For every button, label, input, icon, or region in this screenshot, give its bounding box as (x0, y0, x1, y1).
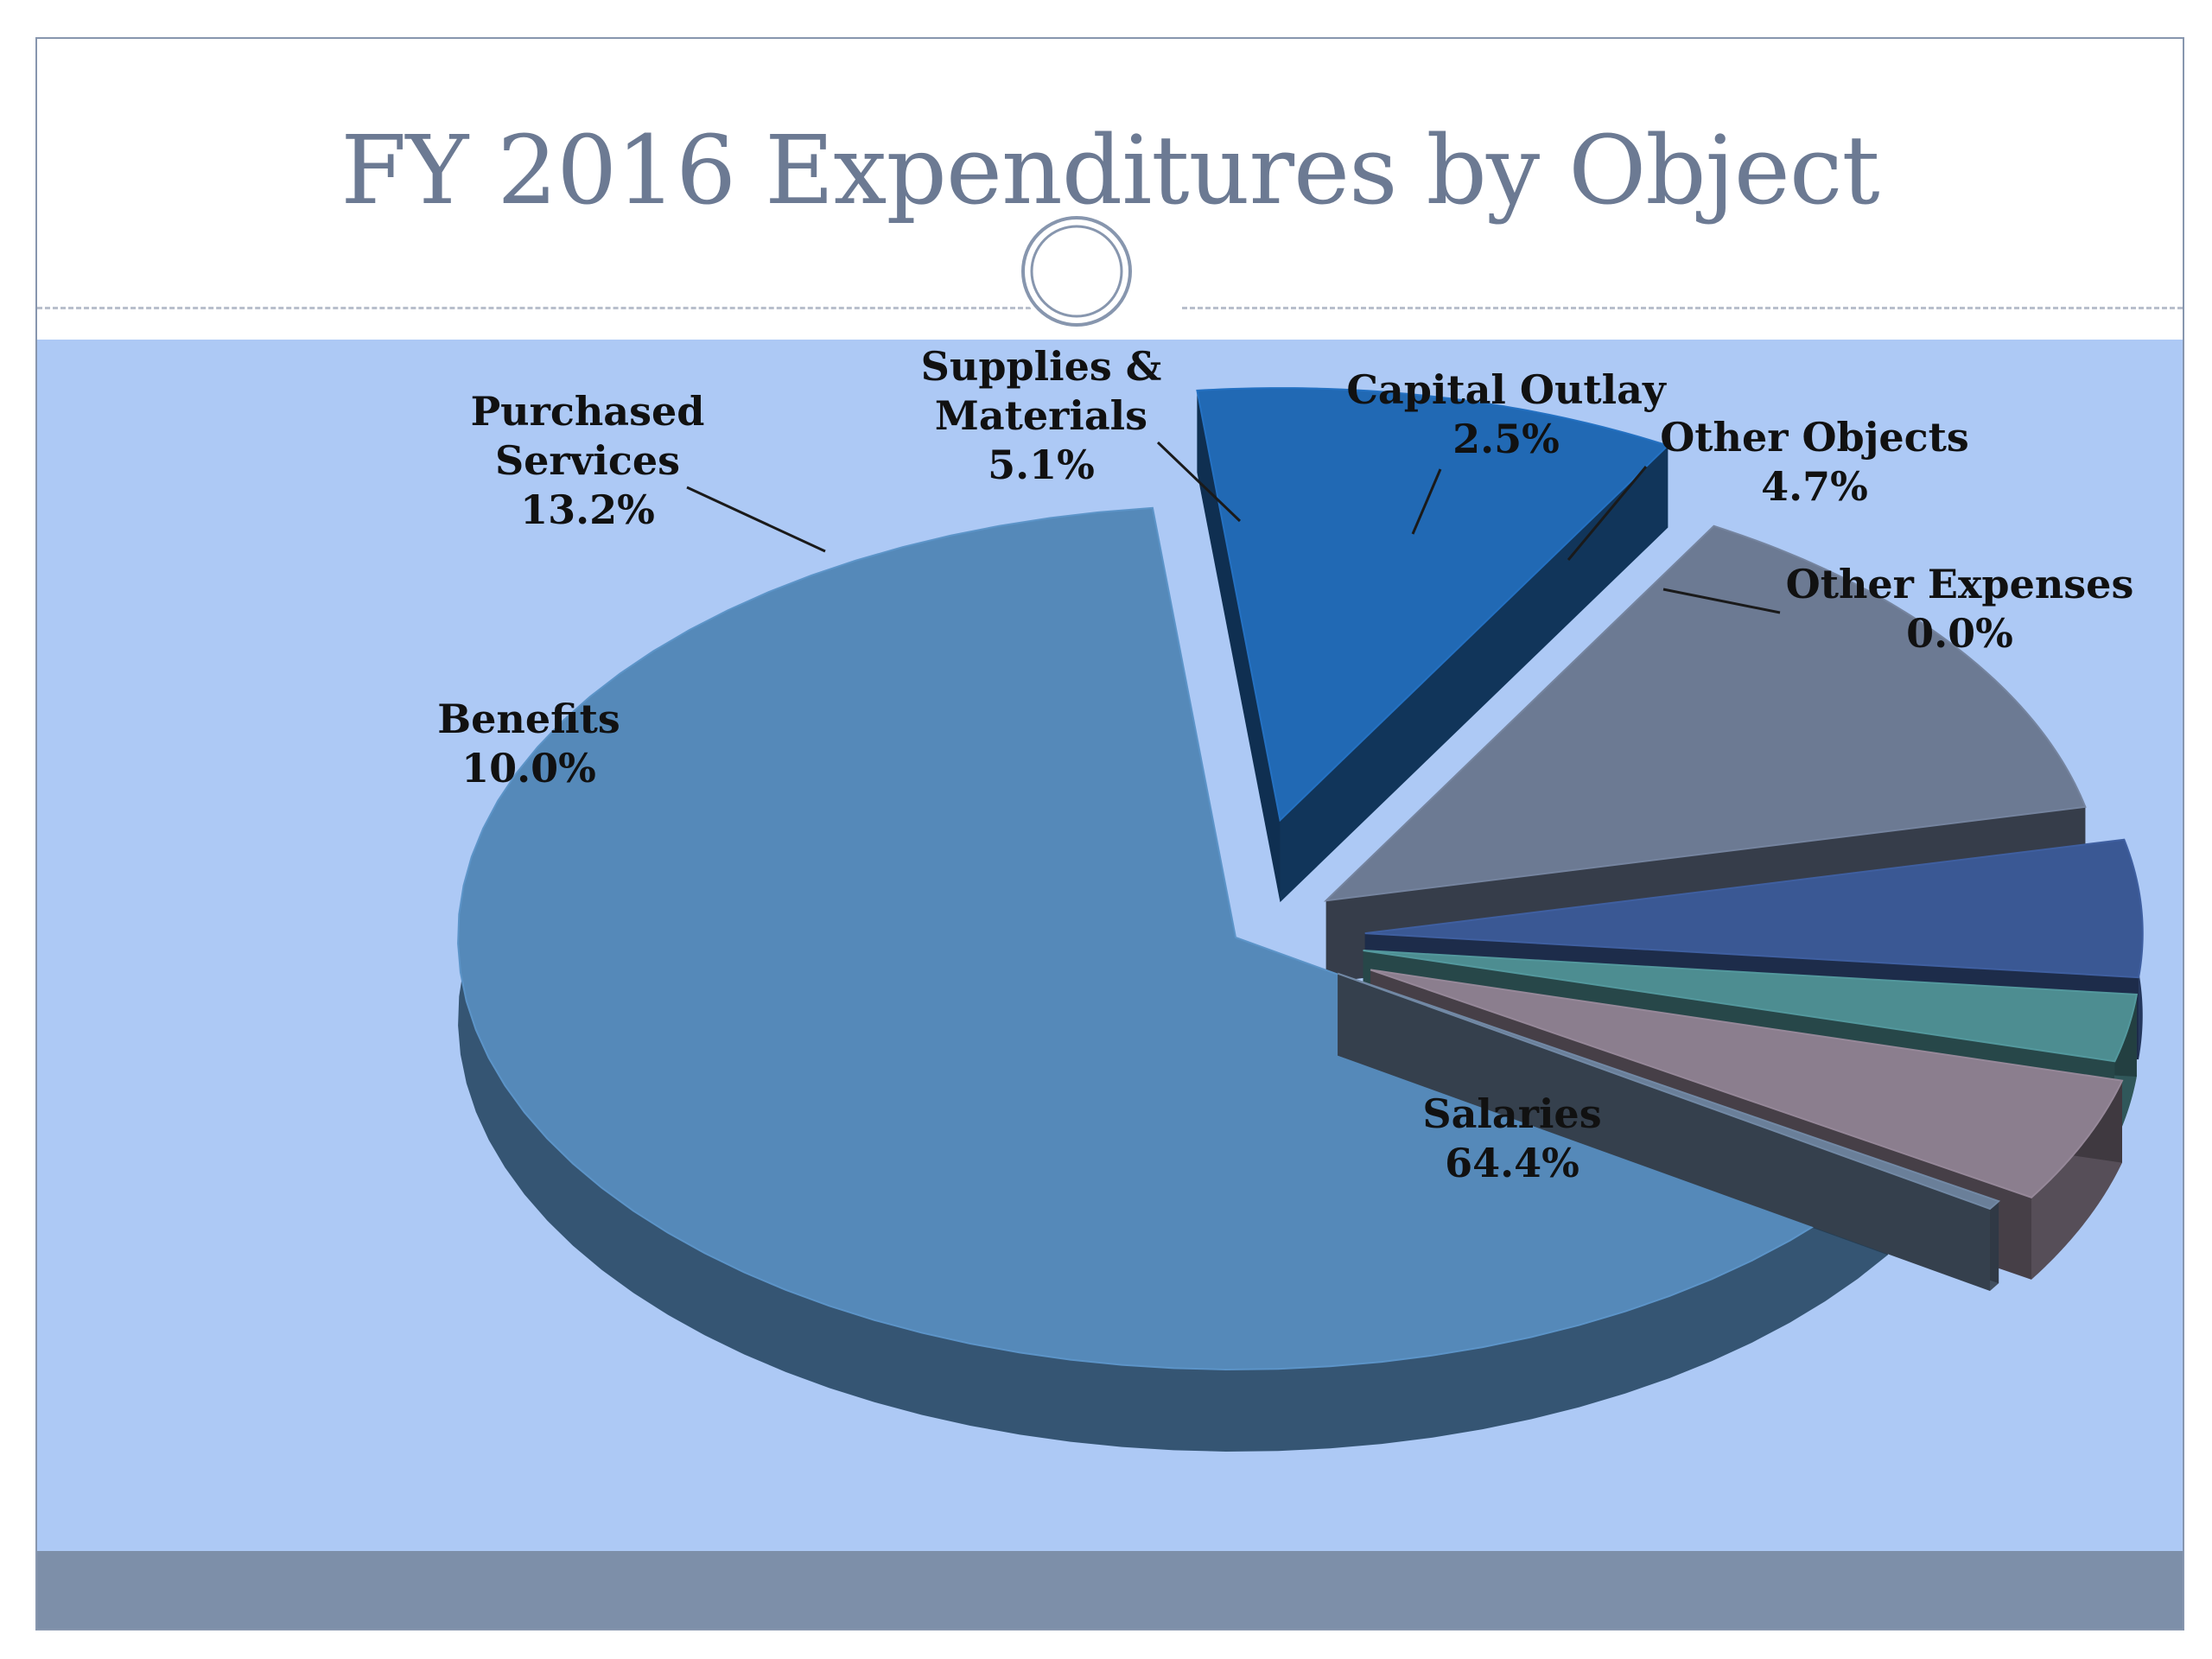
leader-line-capital-outlay (1411, 468, 1442, 535)
data-label-purchased-services-name: Services (495, 437, 680, 484)
data-label-supplies-materials-name: Supplies & (921, 343, 1162, 390)
data-label-purchased-services-value: 13.2% (520, 486, 655, 533)
data-label-other-expenses-name: Other Expenses (1786, 561, 2134, 607)
data-label-salaries-value: 64.4% (1445, 1140, 1580, 1186)
leader-line-other-expenses (1662, 588, 1781, 614)
data-label-supplies-materials-name: Materials (935, 392, 1147, 439)
leader-line-other-objects (1567, 466, 1648, 561)
slice-benefits (1196, 387, 1670, 903)
data-label-benefits-value: 10.0% (461, 745, 596, 791)
title-divider-right (1182, 307, 2183, 309)
data-label-supplies-materials-value: 5.1% (988, 442, 1095, 488)
circle-ornament-icon (1018, 213, 1135, 330)
footer-band (37, 1551, 2183, 1629)
leader-line-purchased-services (686, 486, 826, 553)
data-label-other-objects-name: Other Objects (1660, 414, 1969, 461)
slide-title: FY 2016 Expenditures by Object (340, 115, 1879, 226)
leader-line-supplies-materials (1156, 441, 1242, 523)
title-divider-left (37, 307, 1046, 309)
data-label-benefits-name: Benefits (437, 696, 620, 742)
data-label-capital-outlay-value: 2.5% (1452, 416, 1560, 462)
data-label-purchased-services-name: Purchased (471, 388, 705, 435)
data-label-other-objects-value: 4.7% (1761, 463, 1868, 510)
slice-other-expenses (1337, 972, 2001, 1291)
data-label-capital-outlay-name: Capital Outlay (1346, 366, 1667, 413)
data-label-salaries-name: Salaries (1422, 1090, 1601, 1137)
data-label-other-expenses-value: 0.0% (1906, 610, 2013, 657)
